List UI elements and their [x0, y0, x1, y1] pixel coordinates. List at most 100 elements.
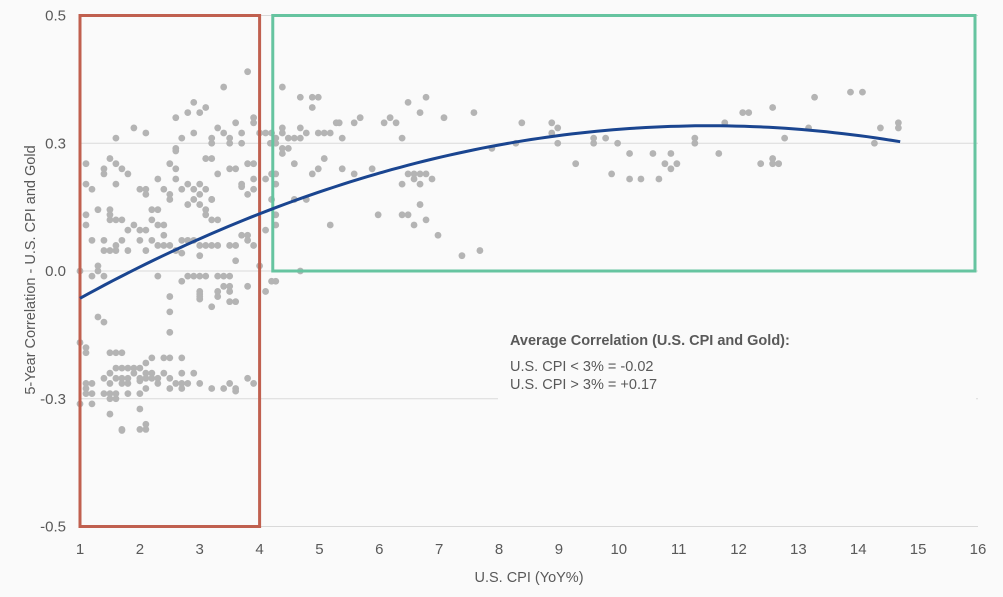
- data-point: [548, 129, 556, 137]
- data-point: [166, 385, 174, 392]
- data-point: [106, 390, 114, 398]
- data-point: [166, 190, 174, 198]
- data-point: [250, 185, 258, 193]
- data-point: [148, 369, 156, 377]
- data-point: [590, 134, 598, 142]
- data-point: [148, 216, 156, 224]
- data-point: [422, 170, 430, 178]
- data-point: [590, 139, 598, 147]
- data-point: [518, 119, 526, 127]
- data-point: [745, 109, 753, 116]
- data-point: [118, 165, 126, 173]
- data-point: [404, 211, 412, 219]
- data-point: [136, 236, 144, 244]
- data-point: [136, 364, 144, 372]
- data-point: [184, 201, 192, 208]
- data-point: [154, 272, 162, 280]
- data-point: [238, 129, 246, 137]
- data-point: [314, 93, 322, 101]
- data-point: [100, 272, 108, 280]
- data-point: [278, 83, 286, 91]
- data-point: [94, 267, 102, 275]
- data-point: [350, 119, 358, 127]
- data-point: [136, 405, 144, 413]
- data-point: [166, 354, 174, 362]
- y-tick-label: 0.5: [45, 8, 66, 25]
- y-tick-label: -0.3: [40, 391, 66, 408]
- data-point: [136, 226, 144, 234]
- data-point: [94, 206, 102, 214]
- data-point: [178, 369, 186, 377]
- data-point: [416, 109, 424, 116]
- data-point: [356, 114, 364, 122]
- data-point: [284, 134, 292, 142]
- data-point: [118, 374, 126, 382]
- data-point: [112, 160, 120, 168]
- data-point: [691, 134, 699, 142]
- data-point: [220, 385, 228, 392]
- data-point: [106, 369, 114, 377]
- data-point: [196, 252, 204, 260]
- data-point: [178, 134, 186, 142]
- data-point: [262, 288, 269, 295]
- data-point: [130, 364, 138, 372]
- data-point: [100, 236, 108, 244]
- x-axis-title: U.S. CPI (YoY%): [474, 570, 583, 586]
- data-point: [82, 380, 90, 387]
- data-point: [811, 93, 818, 101]
- x-tick-label: 1: [76, 541, 84, 558]
- data-point: [112, 364, 120, 372]
- data-point: [398, 211, 406, 219]
- data-point: [214, 216, 222, 224]
- low-cpi-region-box: [78, 14, 262, 528]
- data-point: [130, 124, 138, 132]
- x-tick-label: 11: [671, 541, 687, 558]
- annotation-line-low-cpi: U.S. CPI < 3% = -0.02: [510, 359, 654, 375]
- data-point: [428, 175, 436, 183]
- data-point: [196, 109, 204, 116]
- data-point: [148, 354, 156, 362]
- data-point: [148, 236, 156, 244]
- data-point: [136, 426, 144, 433]
- data-point: [284, 144, 292, 152]
- data-point: [196, 180, 204, 188]
- data-point: [272, 277, 280, 285]
- data-point: [608, 170, 616, 178]
- data-point: [278, 144, 286, 152]
- data-point: [106, 216, 114, 224]
- data-point: [554, 139, 562, 147]
- data-point: [404, 170, 412, 178]
- data-point: [88, 400, 96, 408]
- data-point: [88, 380, 96, 387]
- data-point: [106, 380, 114, 387]
- data-point: [226, 165, 234, 173]
- data-point: [118, 380, 126, 387]
- data-point: [202, 242, 210, 249]
- data-point: [112, 134, 120, 142]
- data-point: [166, 328, 174, 336]
- x-tick-label: 12: [730, 541, 747, 558]
- data-point: [250, 114, 258, 122]
- data-point: [142, 420, 150, 428]
- data-point: [88, 272, 96, 280]
- data-point: [94, 262, 102, 270]
- data-point: [202, 185, 210, 193]
- data-point: [160, 354, 168, 362]
- data-point: [106, 395, 114, 403]
- data-point: [250, 175, 258, 183]
- data-point: [196, 295, 204, 303]
- data-point: [112, 374, 120, 382]
- data-point: [244, 231, 252, 239]
- data-point: [244, 160, 252, 168]
- data-point: [202, 211, 210, 219]
- data-point: [691, 139, 699, 147]
- data-point: [296, 124, 304, 132]
- y-tick-label: 0.0: [45, 263, 66, 280]
- data-point: [410, 170, 418, 178]
- data-point: [196, 272, 204, 280]
- data-point: [214, 288, 222, 295]
- data-point: [232, 387, 240, 395]
- data-point: [166, 308, 174, 316]
- data-point: [166, 196, 174, 203]
- data-point: [160, 231, 168, 239]
